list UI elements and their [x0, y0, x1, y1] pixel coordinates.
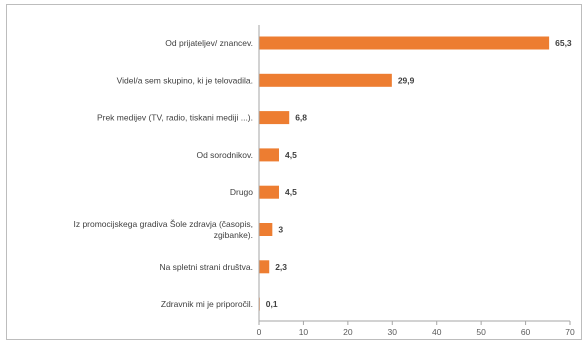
bars: [259, 36, 550, 311]
data-label: 29,9: [398, 75, 415, 85]
category-label: Iz promocijskega gradiva Šole zdravja (č…: [73, 219, 253, 240]
data-label: 4,5: [285, 150, 297, 160]
data-label: 65,3: [555, 38, 572, 48]
category-label: Videl/a sem skupino, ki je telovadila.: [117, 75, 253, 85]
bar: [259, 111, 290, 125]
data-label: 4,5: [285, 187, 297, 197]
bar: [259, 260, 270, 274]
category-label: Od sorodnikov.: [196, 150, 253, 160]
chart-frame: Od prijateljev/ znancev. Videl/a sem skup…: [6, 4, 582, 340]
category-label: Drugo: [230, 187, 253, 197]
x-tick-label: 50: [476, 327, 486, 337]
category-label: Na spletni strani društva.: [159, 262, 253, 272]
x-tick-label: 0: [257, 327, 262, 337]
data-label: 3: [278, 225, 283, 235]
bar: [259, 36, 550, 50]
bar-chart: Od prijateljev/ znancev. Videl/a sem skup…: [73, 25, 575, 337]
category-labels: Od prijateljev/ znancev. Videl/a sem skup…: [73, 38, 253, 309]
bar: [259, 73, 392, 87]
data-label: 2,3: [275, 262, 287, 272]
x-tick-label: 10: [299, 327, 309, 337]
category-label: Prek medijev (TV, radio, tiskani mediji …: [97, 113, 253, 123]
x-tick-label: 40: [432, 327, 442, 337]
data-label: 0,1: [266, 299, 278, 309]
bar: [259, 185, 279, 199]
x-tick-label: 20: [343, 327, 353, 337]
bar: [259, 148, 279, 162]
bar: [259, 223, 273, 236]
category-label: Od prijateljev/ znancev.: [165, 38, 253, 48]
value-labels: 65,3 29,9 6,8 4,5 4,5 3 2,3 0,1: [266, 38, 572, 309]
x-tick-label: 60: [521, 327, 531, 337]
data-label: 6,8: [295, 113, 307, 123]
category-label: Zdravnik mi je priporočil.: [161, 299, 253, 309]
x-tick-label: 70: [565, 327, 575, 337]
axes: 0 10 20 30 40 50 60 70: [257, 25, 575, 337]
x-tick-label: 30: [388, 327, 398, 337]
